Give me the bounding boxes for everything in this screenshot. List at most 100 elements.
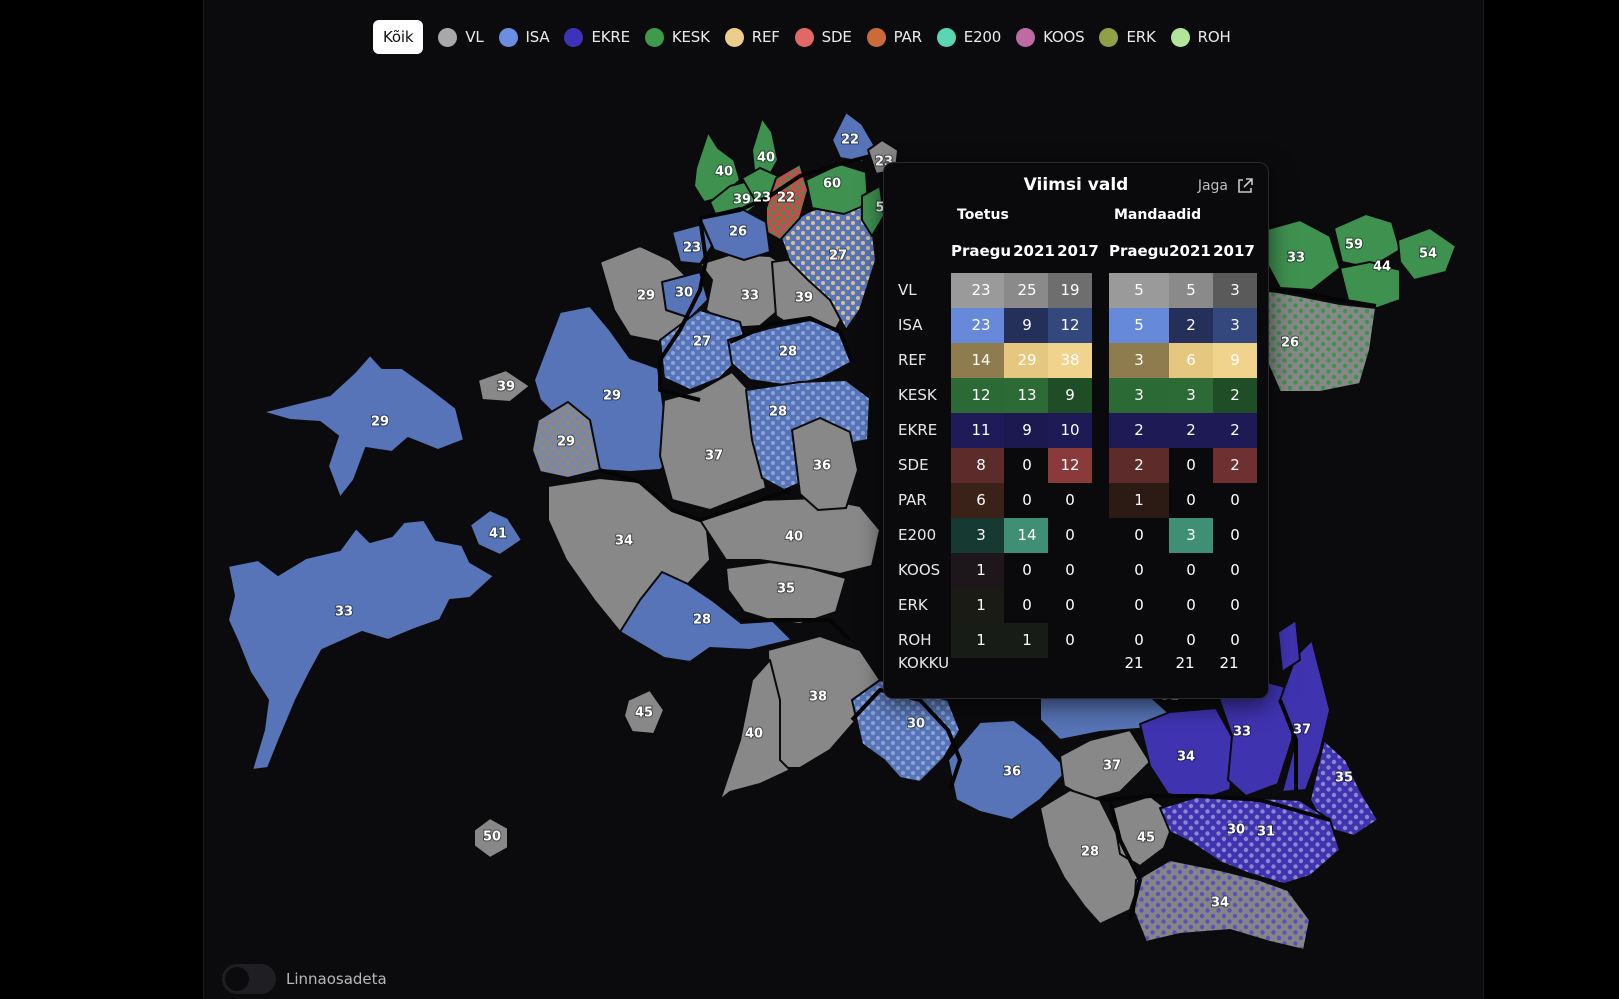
region-label[interactable]: 22 — [776, 190, 796, 207]
region-label[interactable]: 38 — [808, 689, 828, 706]
mandates-cell: 5 — [1169, 273, 1213, 308]
support-cell: 12 — [1048, 448, 1092, 483]
region-label[interactable]: 50 — [482, 829, 502, 846]
region-label[interactable]: 45 — [634, 705, 654, 722]
region-label[interactable]: 23 — [752, 190, 772, 207]
region-label[interactable]: 33 — [1232, 724, 1252, 741]
region-label[interactable]: 26 — [728, 224, 748, 241]
region-label[interactable]: 37 — [1292, 722, 1312, 739]
filter-chip-ekre[interactable]: EKRE — [564, 20, 630, 54]
mandates-cell: 1 — [1109, 483, 1169, 518]
filter-chip-erk[interactable]: ERK — [1099, 20, 1156, 54]
filter-chip-vl[interactable]: VL — [438, 20, 484, 54]
region-label[interactable]: 33 — [334, 604, 354, 621]
party-name: PAR — [898, 491, 927, 509]
county-border-valga — [1108, 799, 1142, 921]
party-color-dot-icon — [1099, 27, 1119, 47]
region-label[interactable]: 40 — [784, 529, 804, 546]
region-label[interactable]: 26 — [1280, 335, 1300, 352]
region-label[interactable]: 28 — [692, 612, 712, 629]
region-label[interactable]: 27 — [828, 248, 848, 265]
support-cell: 38 — [1048, 343, 1092, 378]
region-label[interactable]: 39 — [732, 192, 752, 209]
county-border-polva — [1278, 699, 1298, 790]
region-label[interactable]: 59 — [1344, 237, 1364, 254]
region-45-islet — [623, 689, 665, 735]
share-button[interactable]: Jaga — [1198, 177, 1254, 195]
region-label[interactable]: 41 — [488, 526, 508, 543]
mandates-cell: 2 — [1109, 448, 1169, 483]
region-label[interactable]: 44 — [1372, 259, 1392, 276]
region-label[interactable]: 33 — [740, 288, 760, 305]
region-label[interactable]: 40 — [714, 164, 734, 181]
mandates-cell: 0 — [1169, 588, 1213, 623]
party-name: ROH — [898, 631, 932, 649]
region-label[interactable]: 29 — [370, 414, 390, 431]
region-label[interactable]: 27 — [692, 334, 712, 351]
filter-chip-kesk[interactable]: KESK — [644, 20, 710, 54]
party-name: KOOS — [898, 561, 941, 579]
region-label[interactable]: 40 — [744, 726, 764, 743]
support-cell: 1 — [951, 588, 1011, 623]
region-label[interactable]: 37 — [704, 448, 724, 465]
party-name: E200 — [898, 526, 937, 544]
support-cell: 9 — [1004, 308, 1050, 343]
region-label[interactable]: 28 — [778, 344, 798, 361]
region-label[interactable]: 34 — [614, 533, 634, 550]
mandates-header: Mandaadid — [1114, 207, 1202, 223]
region-label[interactable]: 36 — [1002, 764, 1022, 781]
region-label[interactable]: 35 — [1334, 770, 1354, 787]
party-name: ISA — [898, 316, 923, 334]
support-cell: 1 — [951, 553, 1011, 588]
region-40-mid — [699, 497, 881, 575]
party-name: KESK — [898, 386, 937, 404]
support-cell: 0 — [1004, 483, 1050, 518]
region-label[interactable]: 34 — [1176, 749, 1196, 766]
mandates-cell: 2 — [1169, 413, 1213, 448]
county-border-ida — [1265, 288, 1377, 308]
mandates-cell: 5 — [1109, 308, 1169, 343]
filter-chip-roh[interactable]: ROH — [1170, 20, 1231, 54]
filter-chip-koos[interactable]: KOOS — [1016, 20, 1085, 54]
region-label[interactable]: 45 — [1136, 830, 1156, 847]
region-label[interactable]: 33 — [1286, 250, 1306, 267]
district-toggle[interactable] — [222, 964, 276, 994]
region-label[interactable]: 36 — [812, 458, 832, 475]
region-label[interactable]: 29 — [602, 388, 622, 405]
region-label[interactable]: 39 — [794, 290, 814, 307]
region-label[interactable]: 28 — [768, 404, 788, 421]
filter-chip-par[interactable]: PAR — [866, 20, 922, 54]
filter-chip-kõik[interactable]: Kõik — [373, 20, 424, 54]
region-label[interactable]: 54 — [1418, 246, 1438, 263]
county-border-tartu — [1099, 794, 1331, 822]
col-header-support-now: Praegu — [951, 242, 1012, 260]
filter-chip-sde[interactable]: SDE — [794, 20, 852, 54]
filter-chip-e200[interactable]: E200 — [936, 20, 1001, 54]
party-name: SDE — [898, 456, 929, 474]
region-label[interactable]: 30 — [906, 716, 926, 733]
mandates-cell: 0 — [1109, 623, 1169, 658]
region-label[interactable]: 29 — [636, 288, 656, 305]
region-label[interactable]: 39 — [496, 379, 516, 396]
region-label[interactable]: 35 — [776, 581, 796, 598]
filter-chip-label: Kõik — [383, 28, 414, 46]
region-label[interactable]: 34 — [1210, 895, 1230, 912]
region-label[interactable]: 28 — [1080, 844, 1100, 861]
support-cell: 0 — [1004, 588, 1050, 623]
support-cell: 25 — [1004, 273, 1050, 308]
region-label[interactable]: 40 — [756, 150, 776, 167]
region-label[interactable]: 30 — [674, 285, 694, 302]
region-label[interactable]: 37 — [1102, 758, 1122, 775]
region-label[interactable]: 23 — [682, 240, 702, 257]
region-label[interactable]: 30 — [1226, 822, 1246, 839]
filter-chip-isa[interactable]: ISA — [498, 20, 550, 54]
region-popup: Viimsi vald Jaga Toetus Mandaadid Praegu… — [883, 162, 1269, 699]
region-label[interactable]: 29 — [556, 434, 576, 451]
region-label[interactable]: 31 — [1256, 824, 1276, 841]
region-label[interactable]: 5 — [874, 200, 885, 217]
region-label[interactable]: 22 — [840, 132, 860, 149]
mandates-cell: 3 — [1109, 378, 1169, 413]
party-row-e200: E200 3 14 0 0 3 0 — [884, 518, 1268, 553]
region-label[interactable]: 60 — [822, 176, 842, 193]
filter-chip-ref[interactable]: REF — [724, 20, 780, 54]
